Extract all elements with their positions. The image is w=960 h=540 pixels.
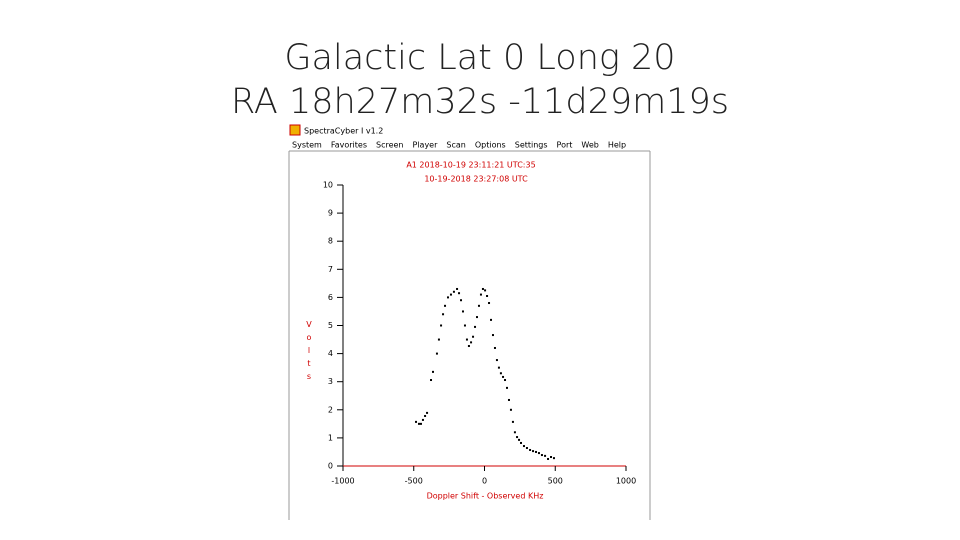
window-title: SpectraCyber I v1.2 [304,127,383,136]
data-point [547,457,550,460]
data-point [421,418,424,421]
data-point [458,292,461,295]
data-point [456,287,459,290]
data-point [518,438,521,441]
y-tick-label: 4 [328,349,333,358]
y-tick-label: 10 [323,181,333,190]
slide-title: Galactic Lat 0 Long 20 [284,38,676,78]
data-point [474,325,477,328]
data-point [461,310,464,313]
y-tick-label: 5 [328,321,333,330]
x-tick-label: 1000 [616,477,636,486]
data-point [477,304,480,307]
data-point [467,345,470,348]
data-point [491,334,494,337]
data-point [446,296,449,299]
data-point [525,447,528,450]
slide-title: RA 18h27m32s -11d29m19s [231,82,729,122]
data-point [504,379,507,382]
menu-item[interactable]: Scan [446,141,465,150]
data-point [505,386,508,389]
data-point [535,450,538,453]
x-tick-label: -500 [405,477,423,486]
data-point [520,441,523,444]
window [289,124,650,520]
data-point [415,420,418,423]
data-point [424,414,427,417]
data-point [516,436,519,439]
data-point [529,448,532,451]
y-tick-label: 6 [328,293,333,302]
y-tick-label: 7 [328,265,333,274]
y-tick-label: 8 [328,237,333,246]
chart-title: 10-19-2018 23:27:08 UTC [424,175,528,184]
data-point [465,338,468,341]
data-point [437,338,440,341]
data-point [472,335,475,338]
data-point [430,379,433,382]
data-point [550,456,553,459]
x-tick-label: -1000 [331,477,354,486]
data-point [442,313,445,316]
data-point [435,352,438,355]
data-point [513,431,516,434]
data-point [502,375,505,378]
menu-item[interactable]: Favorites [331,141,367,150]
y-tick-label: 9 [328,209,333,218]
data-point [444,304,447,307]
data-point [507,398,510,401]
menu-item[interactable]: Port [557,141,573,150]
data-point [417,422,420,425]
x-axis-label: Doppler Shift - Observed KHz [427,492,544,501]
menu-item[interactable]: System [292,141,322,150]
data-point [497,366,500,369]
y-tick-label: 2 [328,405,333,414]
app-icon [289,124,301,136]
menu-item[interactable]: Help [608,141,626,150]
data-point [484,289,487,292]
data-point [452,290,455,293]
data-point [544,454,547,457]
data-point [493,346,496,349]
data-point [431,370,434,373]
data-point [511,420,514,423]
data-point [552,457,555,460]
data-point [426,411,429,414]
menu-item[interactable]: Screen [376,141,404,150]
data-point [440,324,443,327]
y-tick-label: 0 [328,462,333,471]
menu-item[interactable]: Player [413,141,439,150]
data-point [537,452,540,455]
data-point [479,293,482,296]
data-point [486,294,489,297]
data-point [463,324,466,327]
y-tick-label: 3 [328,377,333,386]
data-point [509,408,512,411]
data-point [449,293,452,296]
data-point [540,454,543,457]
menu-item[interactable]: Web [581,141,598,150]
menu-item[interactable]: Options [475,141,506,150]
data-point [488,302,491,305]
data-point [470,341,473,344]
data-point [499,372,502,375]
data-point [495,359,498,362]
data-point [532,450,535,453]
data-point [476,316,479,319]
data-point [460,299,463,302]
chart-title: A1 2018-10-19 23:11:21 UTC:35 [406,161,535,170]
menu-item[interactable]: Settings [515,141,548,150]
y-tick-label: 1 [328,433,333,442]
data-point [481,287,484,290]
data-point [490,318,493,321]
x-tick-label: 500 [548,477,563,486]
x-tick-label: 0 [482,477,487,486]
y-axis-label: Volts [305,320,314,385]
data-point [522,445,525,448]
data-point [419,422,422,425]
